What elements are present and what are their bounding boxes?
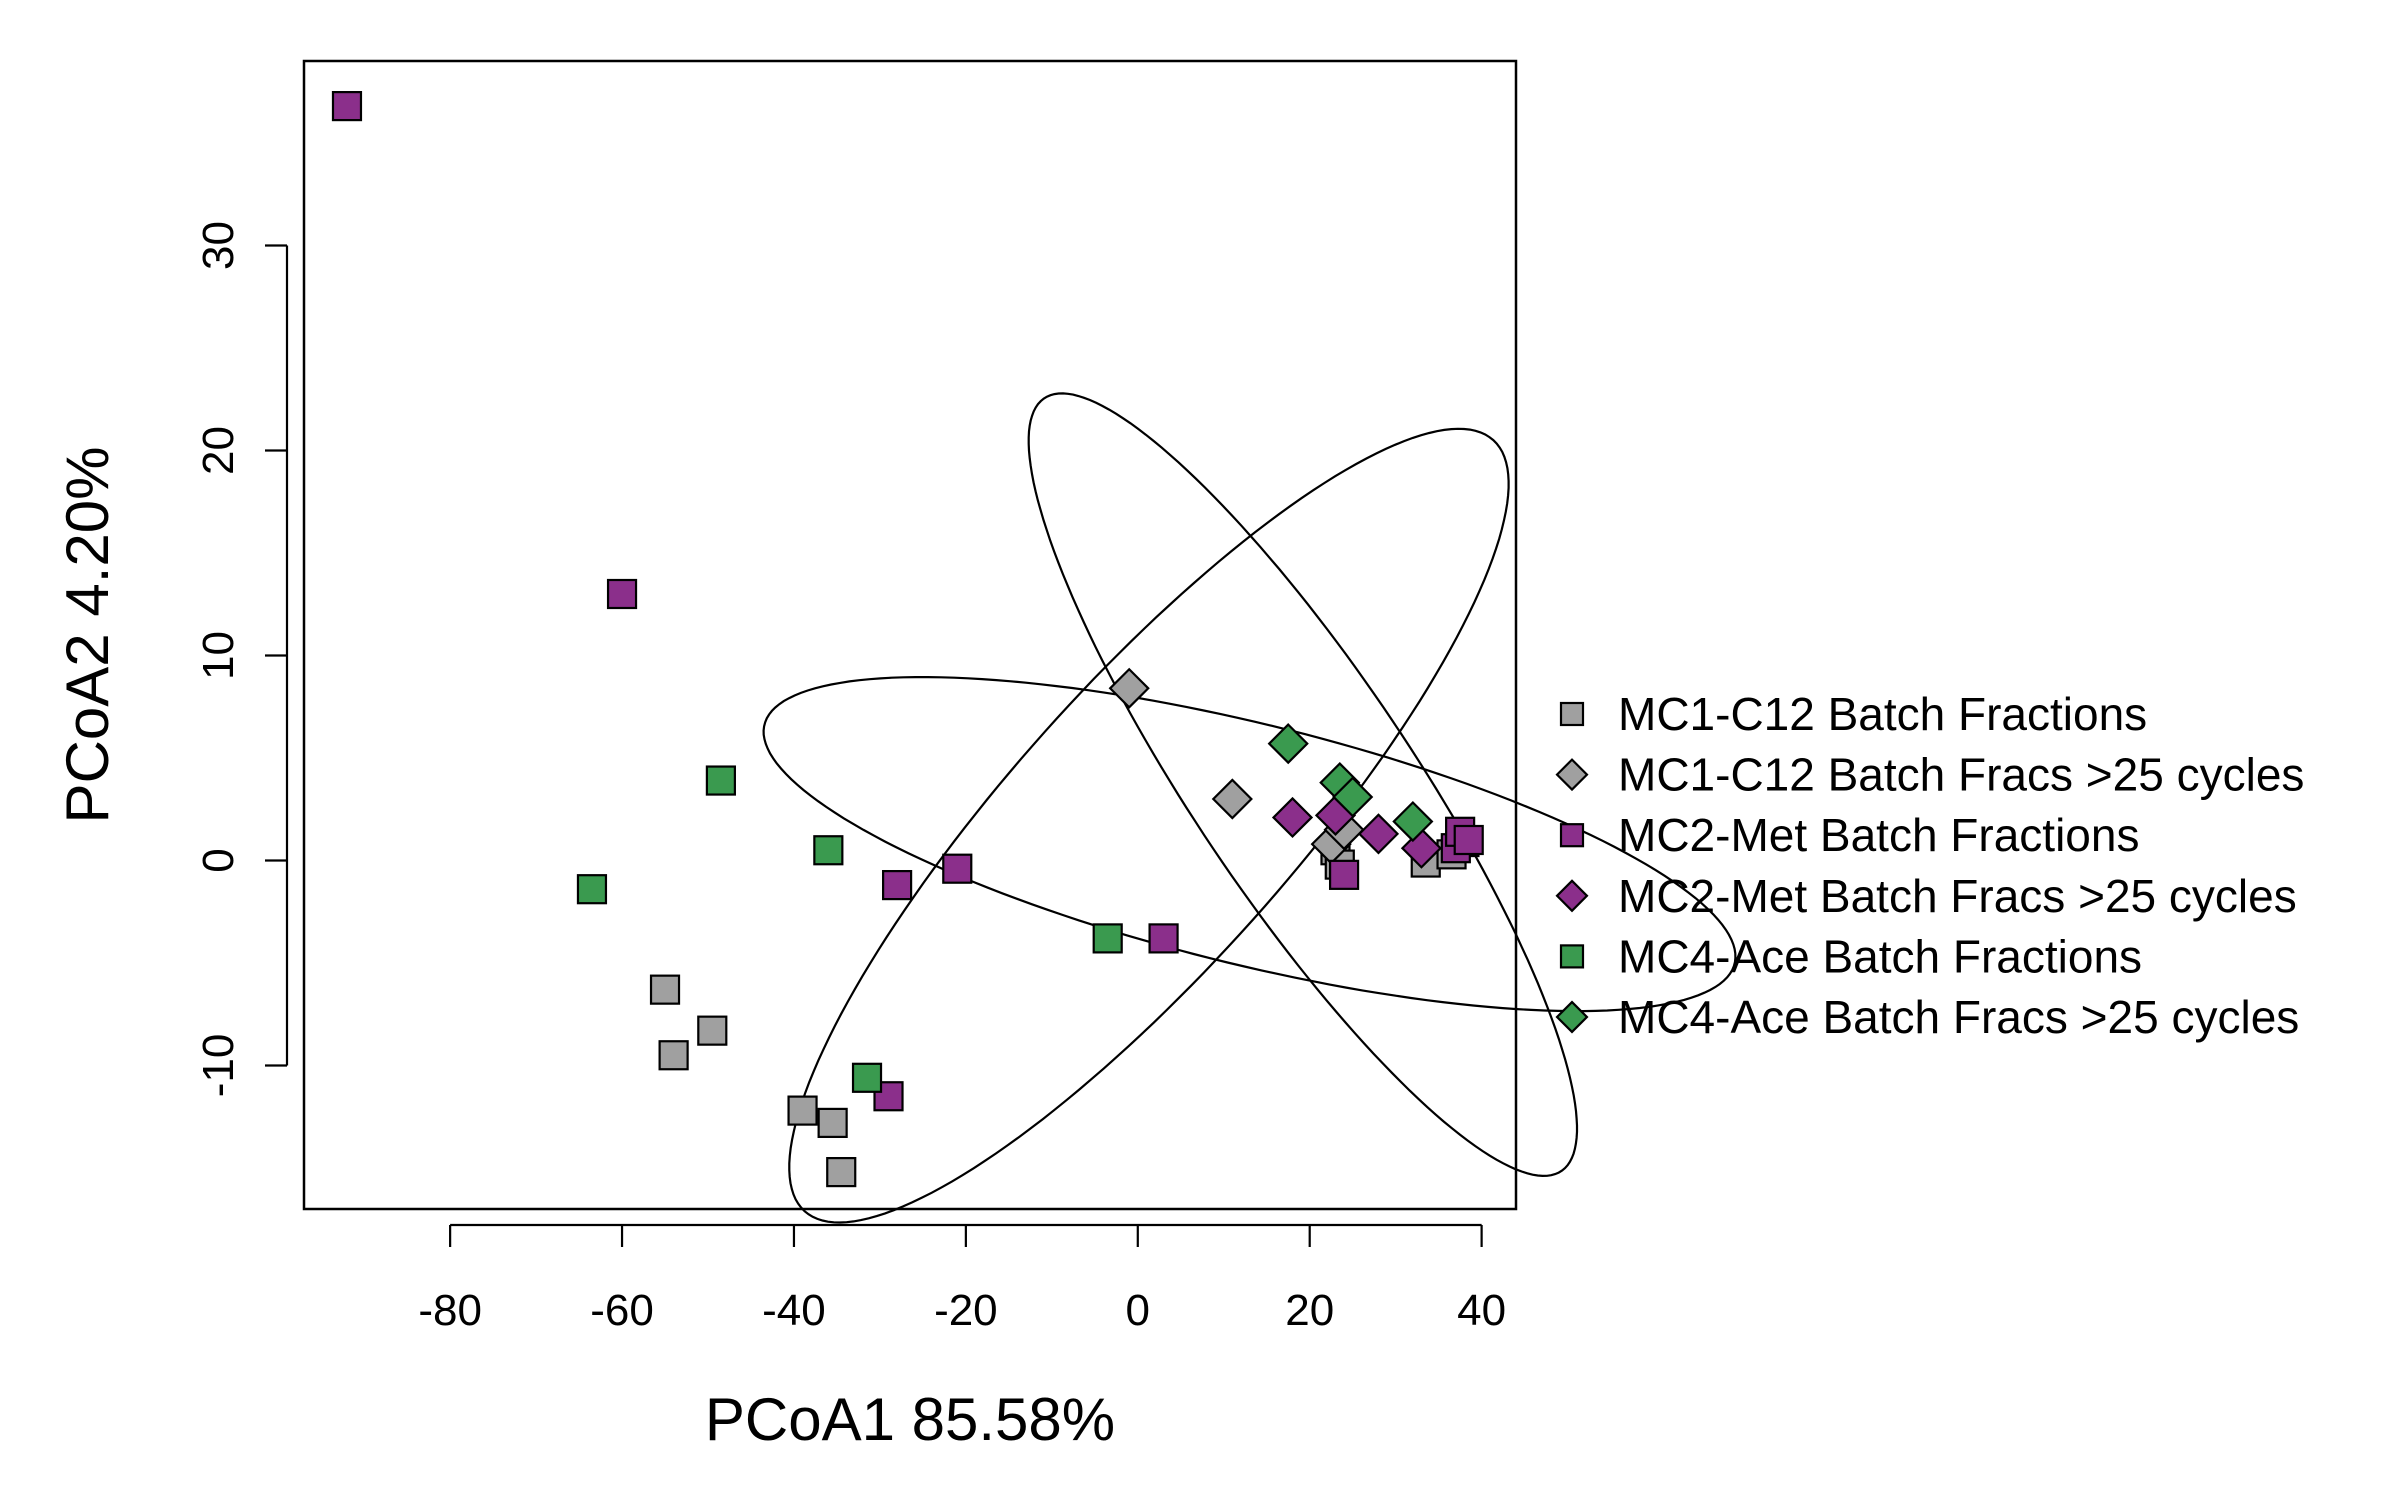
y-tick-label: 30 (194, 221, 243, 270)
y-tick-label: 20 (194, 426, 243, 475)
point-series-1-5 (817, 1107, 848, 1139)
y-tick-label: 0 (194, 848, 243, 872)
x-tick-label: -60 (590, 1286, 654, 1335)
point-series-3-6 (1148, 923, 1179, 954)
point-series-3-2 (606, 578, 638, 610)
confidence-ellipse-3 (1027, 392, 1579, 1178)
y-tick-label: -10 (194, 1034, 243, 1098)
point-series-4-3 (1357, 813, 1400, 855)
legend: MC1-C12 Batch Fractions MC1-C12 Batch Fra… (1555, 688, 2304, 1043)
point-series-3-1 (331, 90, 363, 122)
legend-marker-2 (1555, 758, 1589, 792)
point-series-5-5 (1092, 923, 1123, 954)
point-series-3-3 (882, 869, 913, 901)
x-tick-label: 20 (1285, 1286, 1334, 1335)
confidence-ellipse-1 (762, 676, 1737, 1013)
legend-label-3: MC2-Met Batch Fractions (1618, 809, 2139, 861)
legend-marker-3 (1559, 823, 1585, 848)
point-series-1-1 (649, 974, 681, 1005)
legend-label-6: MC4-Ace Batch Fracs >25 cycles (1618, 991, 2299, 1043)
point-series-1-2 (658, 1040, 689, 1071)
plot-frame (302, 59, 1518, 1211)
legend-label-1: MC1-C12 Batch Fractions (1618, 688, 2147, 740)
legend-marker-5 (1559, 944, 1585, 969)
point-series-6-3 (1332, 776, 1374, 818)
point-series-1-6 (826, 1156, 857, 1188)
point-series-5-3 (813, 835, 844, 866)
point-series-1-4 (787, 1095, 818, 1126)
point-series-2-1 (1108, 667, 1150, 709)
x-axis: -80 -60 -40 -20 0 20 40 (418, 1223, 1506, 1335)
legend-label-4: MC2-Met Batch Fracs >25 cycles (1618, 870, 2297, 922)
legend-marker-4 (1555, 879, 1589, 913)
point-series-3-10 (1453, 824, 1484, 856)
data-points (331, 90, 1484, 1188)
x-tick-label: -80 (418, 1286, 482, 1335)
point-series-5-1 (576, 874, 608, 905)
x-tick-label: -20 (934, 1286, 998, 1335)
y-tick-label: 10 (194, 631, 243, 680)
x-tick-label: 40 (1457, 1286, 1506, 1335)
confidence-ellipses (762, 392, 1737, 1224)
point-series-6-1 (1267, 723, 1309, 765)
legend-label-5: MC4-Ace Batch Fractions (1618, 930, 2142, 982)
legend-label-2: MC1-C12 Batch Fracs >25 cycles (1618, 749, 2304, 801)
x-tick-label: 0 (1126, 1286, 1150, 1335)
y-axis: -10 0 10 20 30 (194, 221, 289, 1098)
point-series-2-2 (1211, 778, 1253, 820)
x-tick-label: -40 (762, 1286, 826, 1335)
y-axis-title: PCoA2 4.20% (54, 447, 121, 824)
point-series-3-4 (942, 853, 973, 884)
point-series-4-1 (1271, 796, 1314, 839)
point-series-5-4 (851, 1062, 883, 1093)
point-series-5-2 (705, 765, 736, 796)
point-series-3-7 (1328, 859, 1360, 890)
x-axis-title: PCoA1 85.58% (705, 1386, 1115, 1453)
point-series-6-4 (1392, 800, 1434, 843)
legend-marker-6 (1555, 1000, 1589, 1034)
legend-marker-1 (1559, 701, 1585, 727)
point-series-1-3 (697, 1015, 728, 1046)
